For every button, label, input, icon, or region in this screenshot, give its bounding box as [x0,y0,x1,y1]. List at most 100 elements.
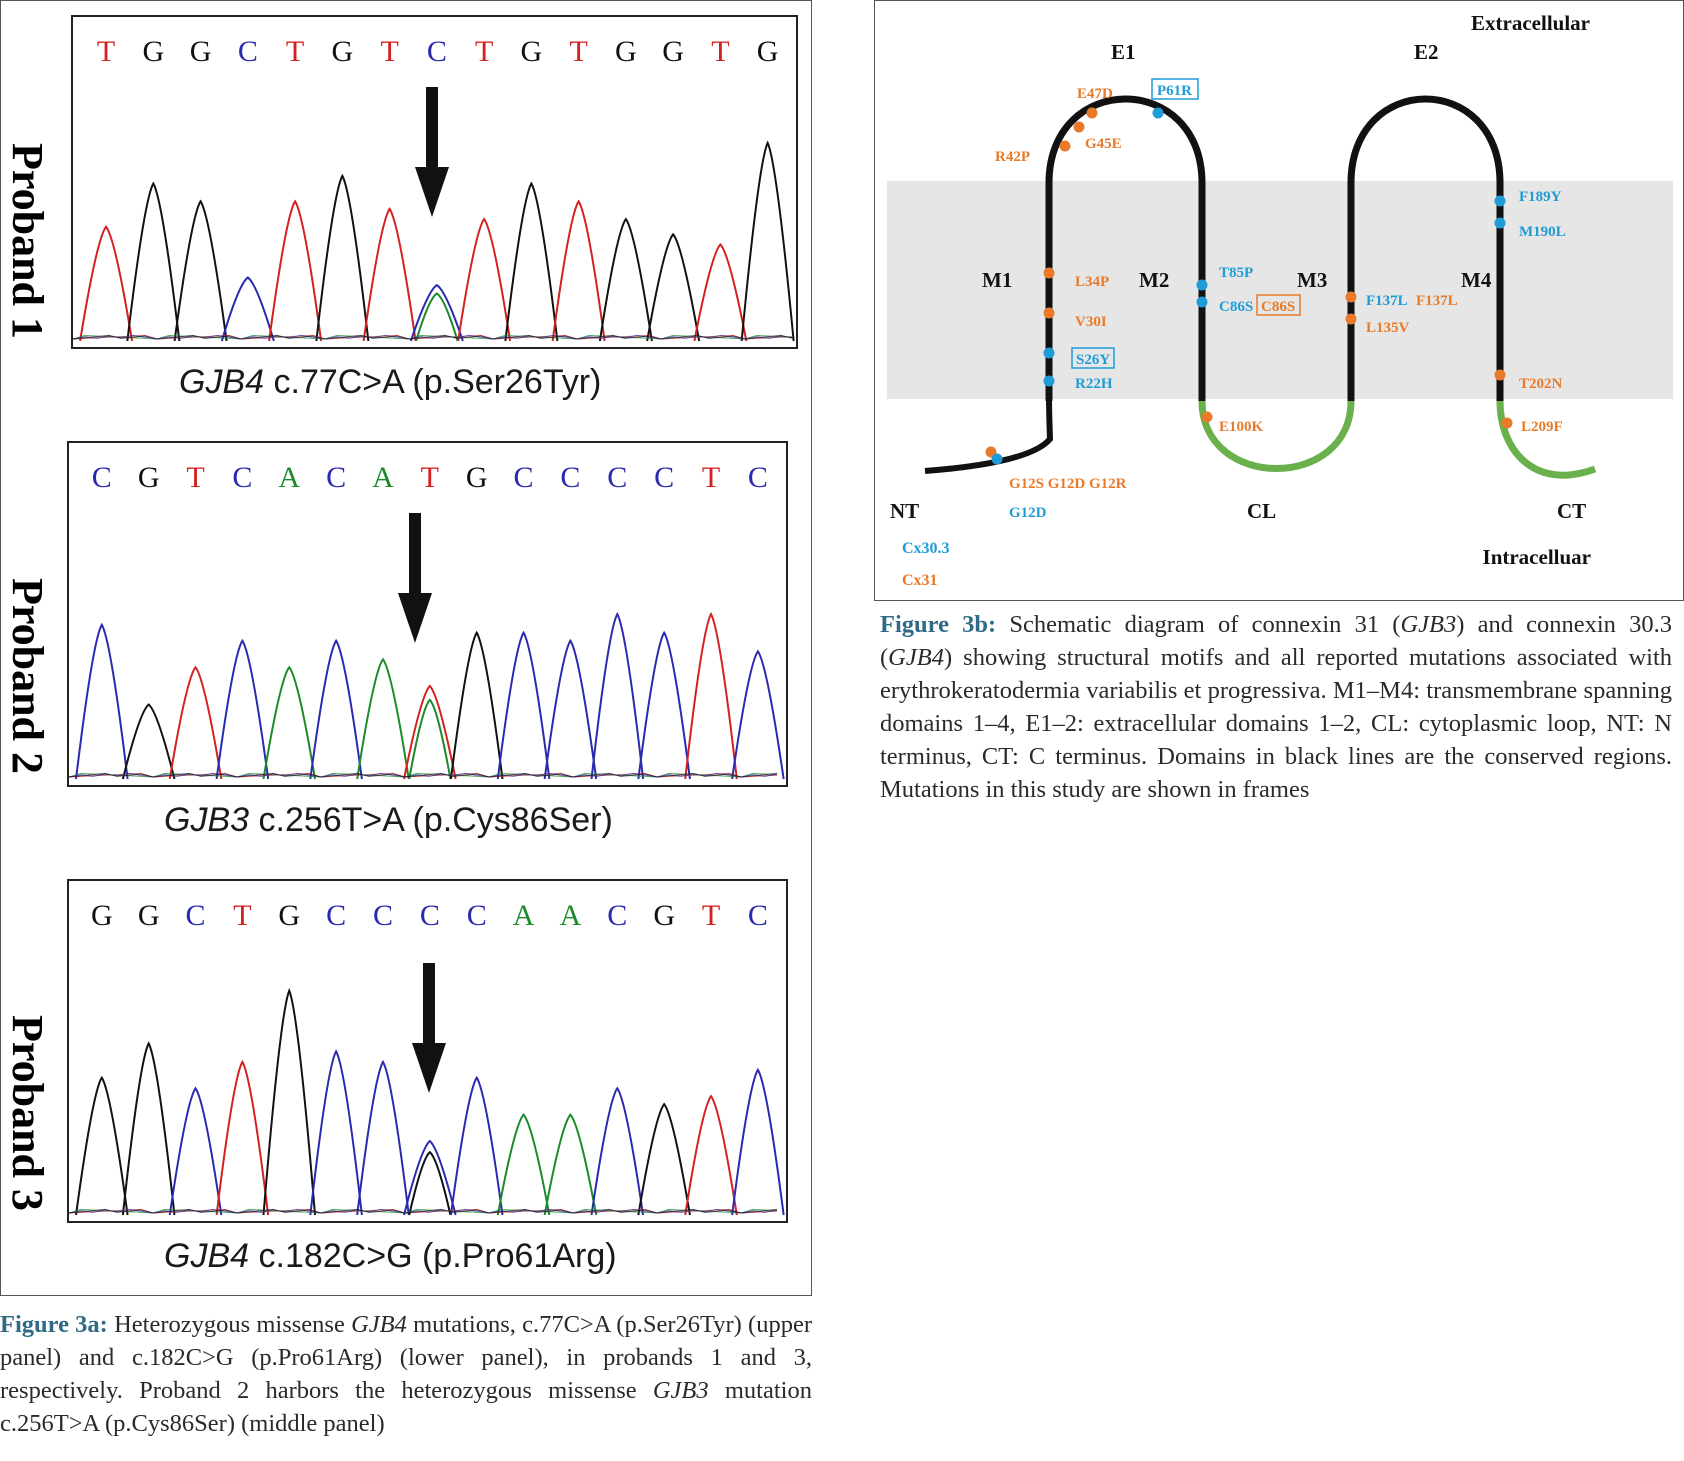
connexin-topology-diagram: Extracellular Intracelluar E1 E2 M1 M2 M… [887,11,1673,589]
m1-label: M1 [982,268,1012,292]
trace-peak [551,199,606,342]
mutation-p61r: P61R [1157,83,1192,99]
trace-peak [543,638,598,780]
base-call-letter: G [278,899,300,932]
trace-peak [168,1086,223,1216]
e1-label: E1 [1111,40,1136,64]
panel-1-caption: GJB4 c.77C>A (p.Ser26Tyr) [179,363,602,401]
m2-label: M2 [1139,268,1169,292]
trace-peak [268,199,323,342]
dot-r42p [1059,140,1071,152]
dot-r22h [1043,375,1055,387]
mutation-l135v: L135V [1366,320,1410,336]
base-call-letter: C [186,899,206,932]
frame-c86s [1256,294,1301,316]
secondary-trace-peak [408,698,452,780]
base-call-letter: A [372,461,394,494]
base-call-letter: C [748,461,768,494]
trace-peak [173,199,228,342]
dot-e100k [1201,411,1213,423]
trace-peak [121,703,176,780]
extracellular-label: Extracellular [1471,11,1590,35]
trace-peak [356,1059,410,1216]
trace-peak [684,611,738,780]
base-call-letter: C [514,461,534,494]
m4-label: M4 [1461,268,1492,292]
frame-s26y [1071,347,1115,369]
trace-peak [449,630,504,780]
membrane-band [887,181,1673,399]
dot-g45e [1073,121,1085,133]
base-call-letter: G [142,35,164,68]
ct-label: CT [1557,499,1586,523]
base-call-letter: T [380,35,398,68]
cl-segment [1198,400,1355,472]
base-call-letter: T [711,35,729,68]
figure-3a-caption: Figure 3a: Heterozygous missense GJB4 mu… [0,1311,812,1437]
dot-m190l [1494,217,1506,229]
trace-peak [457,217,512,342]
mutation-c86s-cx303: C86S [1219,299,1253,315]
base-call-letter: A [513,899,535,932]
trace-peak [403,1139,457,1216]
trace-peak [731,649,785,780]
trace-peak [543,1113,598,1216]
proband-2-label: Proband 2 [3,506,53,846]
trace-peak [646,232,701,342]
base-call-letter: G [653,899,675,932]
dot-l209f [1501,417,1513,429]
base-call-letter: C [238,35,258,68]
dot-f189y [1494,195,1506,207]
base-call-letter: C [427,35,447,68]
m1-e1-m2-segment [1045,95,1206,401]
mutation-f137l-cx303: F137L [1366,293,1408,309]
mutation-f137l-cx31: F137L [1416,293,1458,309]
mutation-arrow-3 [412,963,446,1093]
proband-3-text: Proband 3 [3,1015,52,1211]
dot-v30i [1043,307,1055,319]
mutation-v30i: V30I [1075,314,1107,330]
dot-e47d [1086,107,1098,119]
trace-peak [75,622,129,780]
base-call-letter: C [373,899,393,932]
base-call-letter: C [607,899,627,932]
legend-cx303: Cx30.3 [902,540,950,557]
e2-label: E2 [1414,40,1439,64]
base-call-letter: G [466,461,488,494]
figure-3b-caption: Figure 3b: Schematic diagram of connexin… [880,611,1672,803]
figure-3b-connexin-schematic: Extracellular Intracelluar E1 E2 M1 M2 M… [874,0,1684,601]
base-call-letter: T [569,35,587,68]
base-call-letter: G [138,899,160,932]
trace-peak [598,217,653,342]
base-call-letter: T [702,461,720,494]
trace-peak [637,630,691,780]
trace-peak [684,1094,738,1216]
trace-peak [121,1041,176,1216]
base-call-letter: G [757,35,779,68]
proband-2-text: Proband 2 [3,578,52,774]
dot-c86s [1196,296,1208,308]
trace-peak [262,665,317,780]
trace-peak [409,283,464,342]
base-call-letter: G [138,461,160,494]
mutation-m190l: M190L [1519,224,1566,240]
mutation-e100k: E100K [1219,419,1264,435]
trace-peak [590,1086,645,1216]
trace-peak [79,225,134,342]
mutation-g12-cx31: G12S G12D G12R [1009,476,1127,492]
base-call-letter: G [91,899,113,932]
base-call-letter: G [662,35,684,68]
base-call-letter: C [92,461,112,494]
nt-segment [924,396,1054,474]
base-call-letter: T [286,35,304,68]
mutation-r22h: R22H [1075,376,1113,392]
mutation-arrow-2 [398,513,432,643]
trace-peak [309,1049,363,1216]
trace-peak [731,1067,785,1216]
proband-1-text: Proband 1 [3,143,52,339]
trace-peak [168,665,223,780]
